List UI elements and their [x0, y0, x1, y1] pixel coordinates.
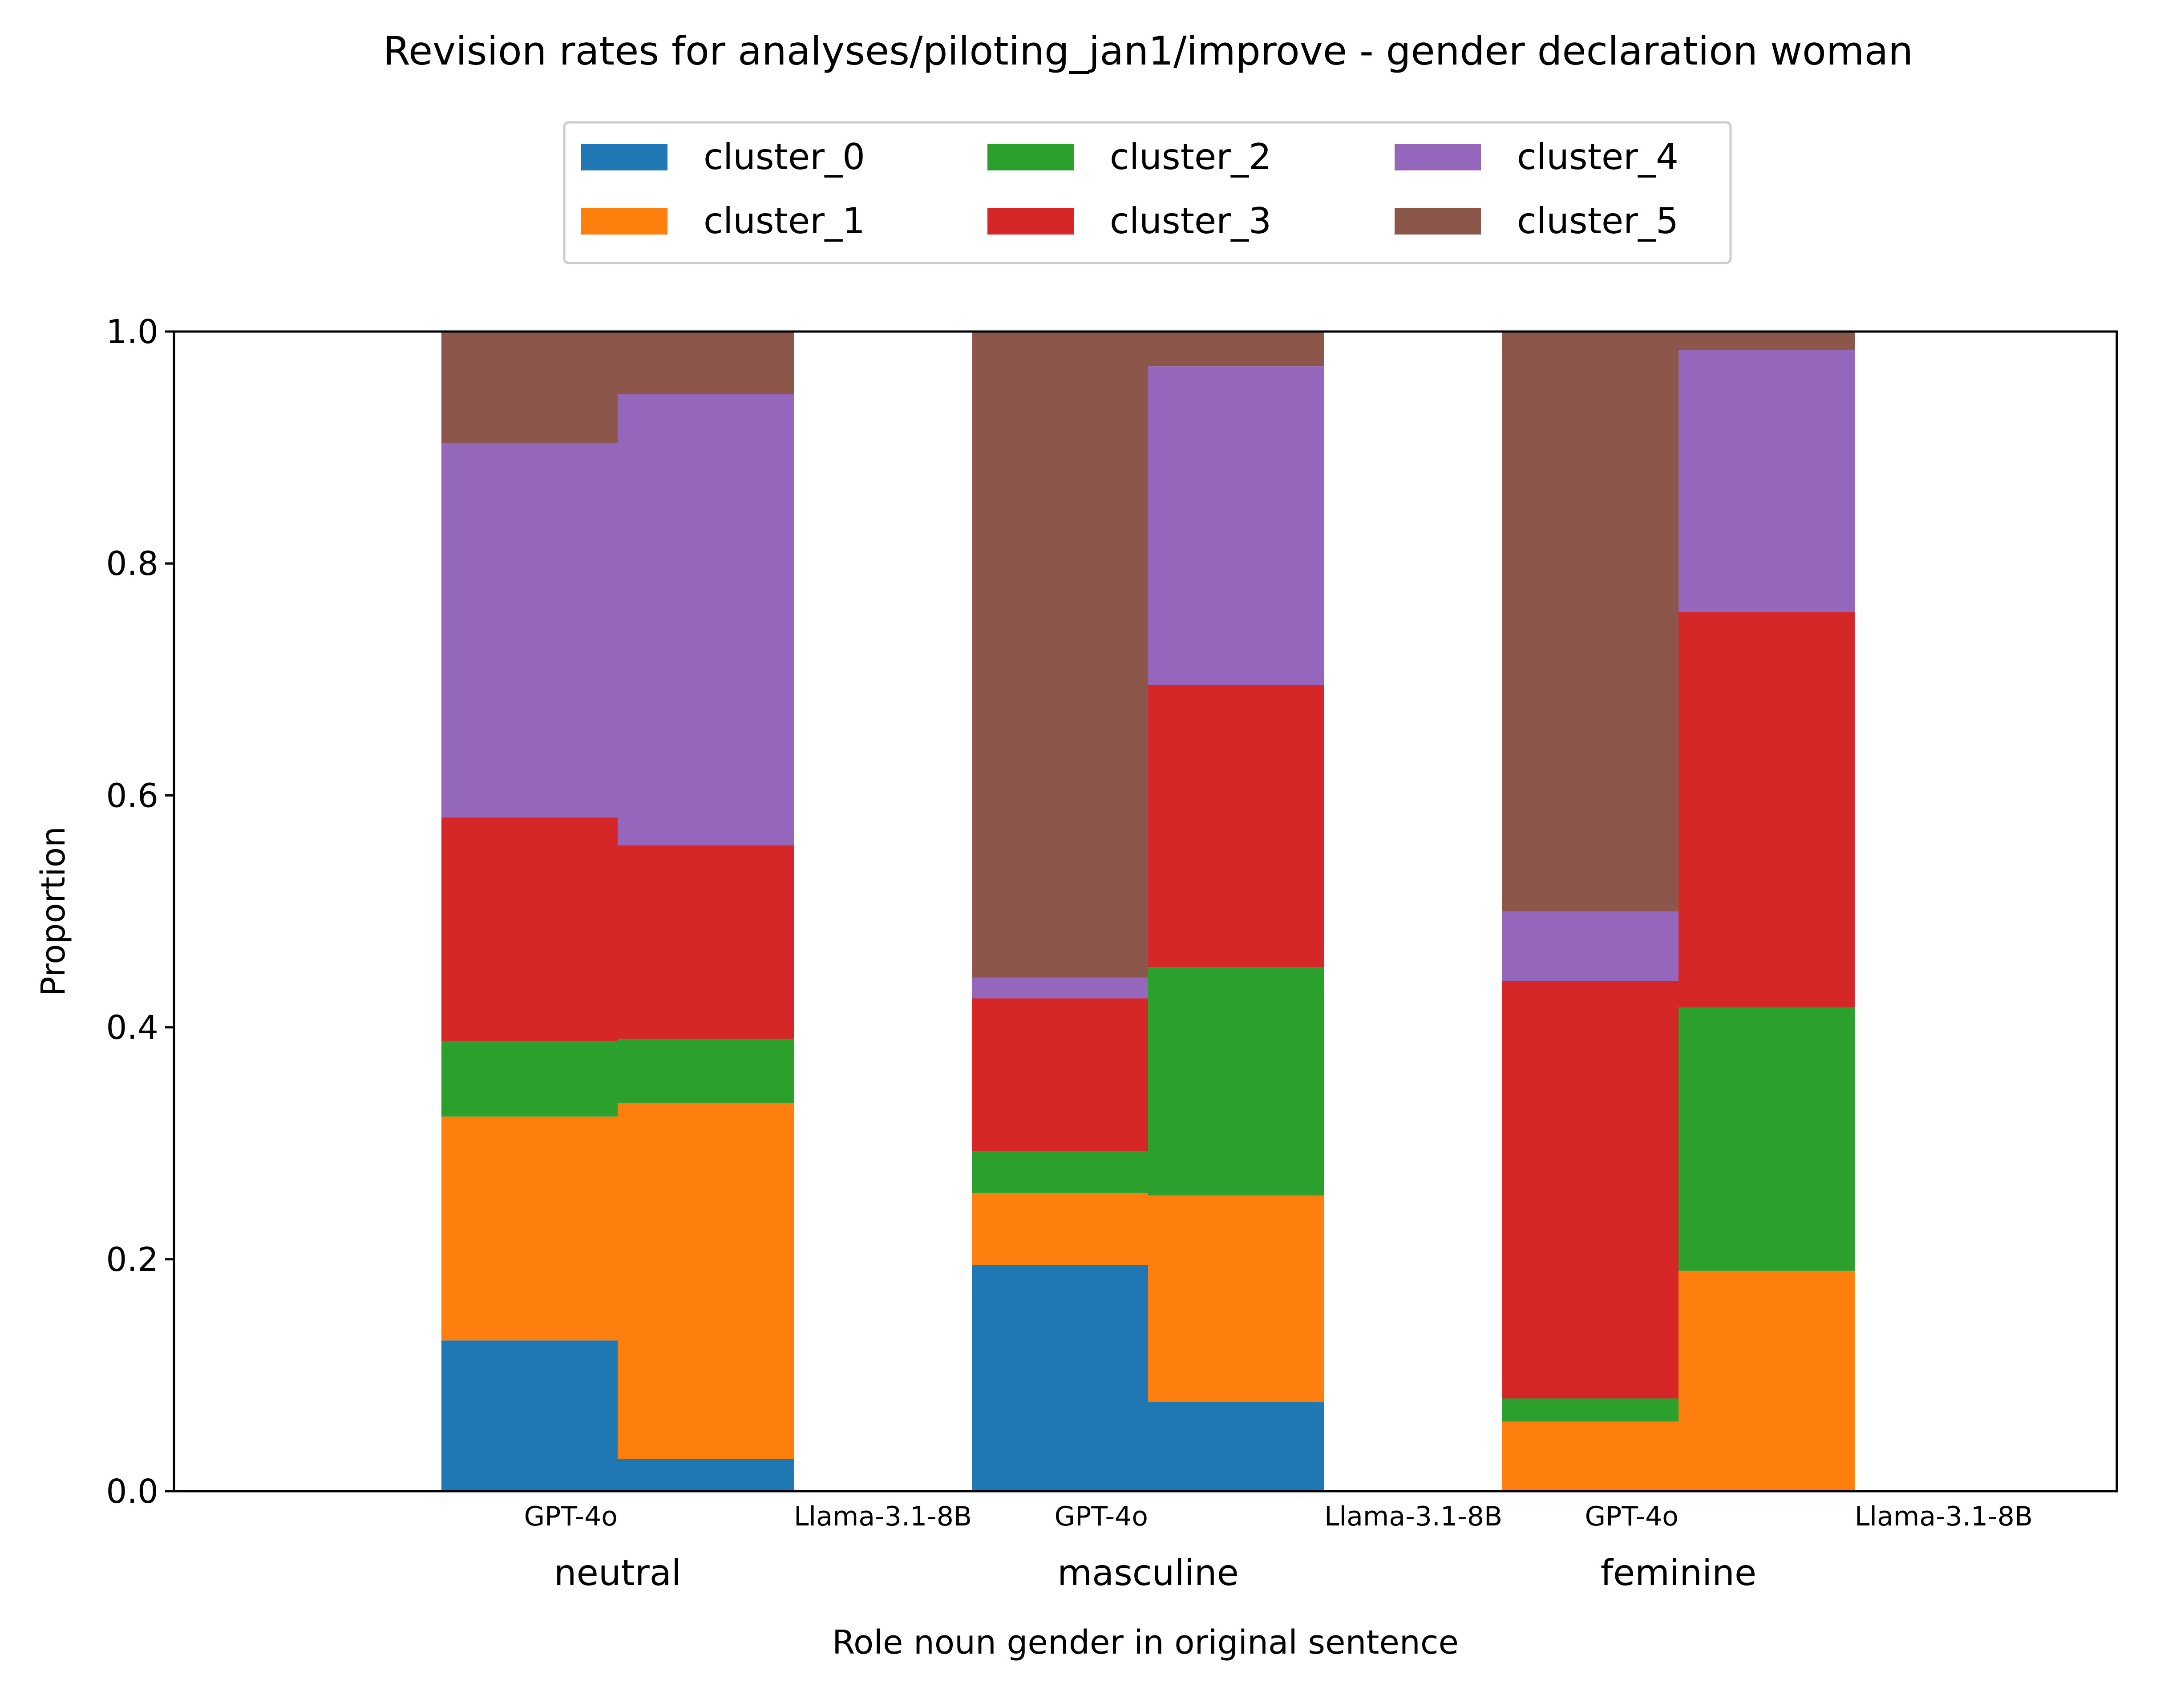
bars: [441, 332, 1855, 1491]
y-tick-label: 0.4: [106, 1009, 158, 1047]
bar-segment-cluster_0: [618, 1459, 794, 1491]
y-tick-label: 0.6: [106, 777, 158, 815]
x-tick-label-model: Llama-3.1-8B: [794, 1501, 972, 1532]
legend-label-cluster_1: cluster_1: [704, 200, 865, 242]
bar-segment-cluster_5: [441, 332, 618, 443]
bar-segment-cluster_0: [441, 1340, 618, 1491]
legend-swatch-cluster_1: [581, 208, 667, 235]
bar-segment-cluster_4: [1502, 911, 1678, 981]
bar-segment-cluster_2: [618, 1039, 794, 1103]
legend: cluster_0 cluster_1 cluster_2 cluster_3 clus…: [563, 121, 1732, 264]
bar-segment-cluster_1: [441, 1117, 618, 1341]
legend-swatch-cluster_3: [987, 208, 1074, 235]
legend-label-cluster_5: cluster_5: [1517, 200, 1678, 242]
bar-segment-cluster_4: [1148, 366, 1324, 685]
bar-segment-cluster_1: [1678, 1270, 1855, 1491]
bar-segment-cluster_3: [441, 817, 618, 1041]
bar-segment-cluster_4: [441, 443, 618, 817]
y-tick-label: 0.0: [106, 1473, 158, 1511]
bar-segment-cluster_0: [1148, 1402, 1324, 1491]
bar-segment-cluster_3: [1678, 612, 1855, 1008]
legend-swatch-cluster_4: [1395, 144, 1481, 170]
x-tick-label-model: Llama-3.1-8B: [1855, 1501, 2033, 1532]
y-axis-label: Proportion: [34, 826, 73, 996]
chart-title: Revision rates for analyses/piloting_jan…: [383, 28, 1913, 74]
y-axis: 0.0 0.2 0.4 0.6 0.8 1.0: [106, 313, 174, 1511]
legend-swatch-cluster_0: [581, 144, 667, 170]
x-tick-label-model: GPT-4o: [524, 1501, 618, 1532]
bar-segment-cluster_3: [1502, 981, 1678, 1399]
legend-label-cluster_2: cluster_2: [1110, 136, 1271, 178]
x-tick-label-model: GPT-4o: [1055, 1501, 1148, 1532]
bar-segment-cluster_2: [1502, 1398, 1678, 1422]
bar-segment-cluster_3: [972, 998, 1148, 1152]
bar-segment-cluster_4: [972, 977, 1148, 999]
legend-label-cluster_3: cluster_3: [1110, 200, 1271, 242]
bar-segment-cluster_1: [972, 1193, 1148, 1265]
plot-frame: [173, 330, 2118, 1493]
x-group-label-masculine: masculine: [1057, 1552, 1239, 1594]
y-tick-label: 0.2: [106, 1241, 158, 1279]
bar-segment-cluster_5: [1678, 332, 1855, 350]
bar-segment-cluster_2: [972, 1151, 1148, 1193]
bar-segment-cluster_2: [1678, 1007, 1855, 1271]
bar-segment-cluster_1: [1502, 1421, 1678, 1491]
bar-segment-cluster_1: [1148, 1195, 1324, 1402]
x-tick-label-model: GPT-4o: [1585, 1501, 1678, 1532]
y-tick-label: 1.0: [106, 313, 158, 351]
x-axis: GPT-4o Llama-3.1-8B neutral GPT-4o Llama-3.1…: [524, 1501, 2033, 1594]
bar-segment-cluster_0: [972, 1265, 1148, 1491]
bar-segment-cluster_4: [618, 394, 794, 846]
legend-swatch-cluster_5: [1395, 208, 1481, 235]
bar-segment-cluster_3: [1148, 685, 1324, 967]
bar-segment-cluster_3: [618, 845, 794, 1039]
bar-segment-cluster_4: [1678, 350, 1855, 612]
x-group-label-feminine: feminine: [1601, 1552, 1756, 1594]
bar-segment-cluster_5: [1148, 332, 1324, 367]
bar-segment-cluster_5: [972, 332, 1148, 978]
bar-segment-cluster_2: [441, 1041, 618, 1117]
legend-label-cluster_4: cluster_4: [1517, 136, 1678, 178]
legend-swatch-cluster_2: [987, 144, 1074, 170]
bar-segment-cluster_1: [618, 1102, 794, 1459]
x-group-label-neutral: neutral: [554, 1552, 681, 1594]
bar-segment-cluster_5: [618, 332, 794, 394]
bar-segment-cluster_5: [1502, 332, 1678, 911]
y-tick-label: 0.8: [106, 545, 158, 583]
bar-segment-cluster_2: [1148, 967, 1324, 1196]
legend-label-cluster_0: cluster_0: [704, 136, 865, 178]
x-tick-label-model: Llama-3.1-8B: [1324, 1501, 1502, 1532]
x-axis-label: Role noun gender in original sentence: [832, 1623, 1459, 1662]
